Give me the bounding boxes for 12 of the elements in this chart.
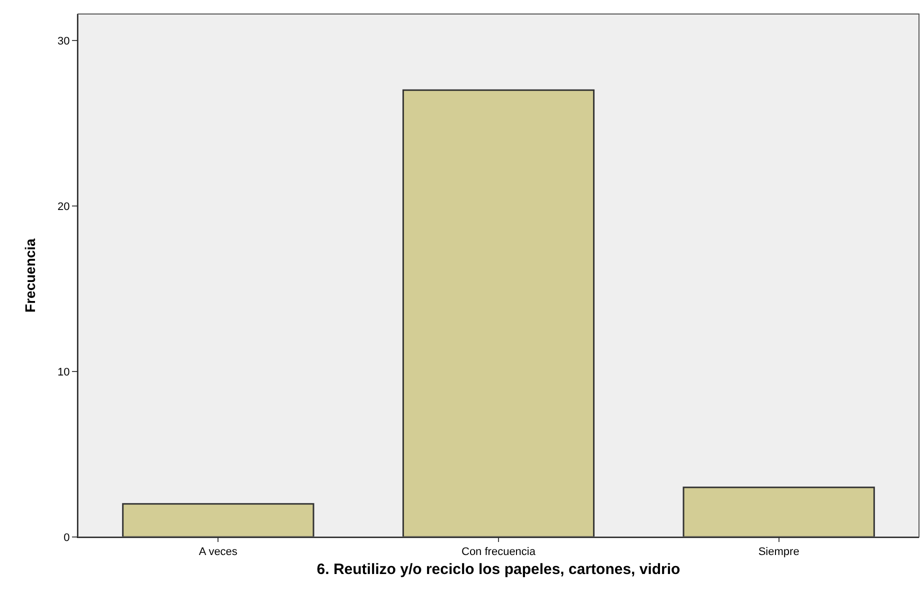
x-tick-label: Con frecuencia xyxy=(462,546,536,558)
x-tick-label: Siempre xyxy=(758,546,800,558)
x-tick-label: A veces xyxy=(198,546,238,558)
x-axis-title: 6. Reutilizo y/o reciclo los papeles, cartones, vidrio xyxy=(316,561,680,578)
bar xyxy=(682,486,875,537)
y-axis-title: Frecuencia xyxy=(22,238,38,312)
y-tick-label: 20 xyxy=(58,200,70,213)
y-tick-label: 10 xyxy=(58,366,70,378)
bar xyxy=(122,503,314,537)
y-tick-label: 30 xyxy=(58,35,70,48)
y-tick-label: 0 xyxy=(64,532,70,544)
bar xyxy=(402,89,595,537)
